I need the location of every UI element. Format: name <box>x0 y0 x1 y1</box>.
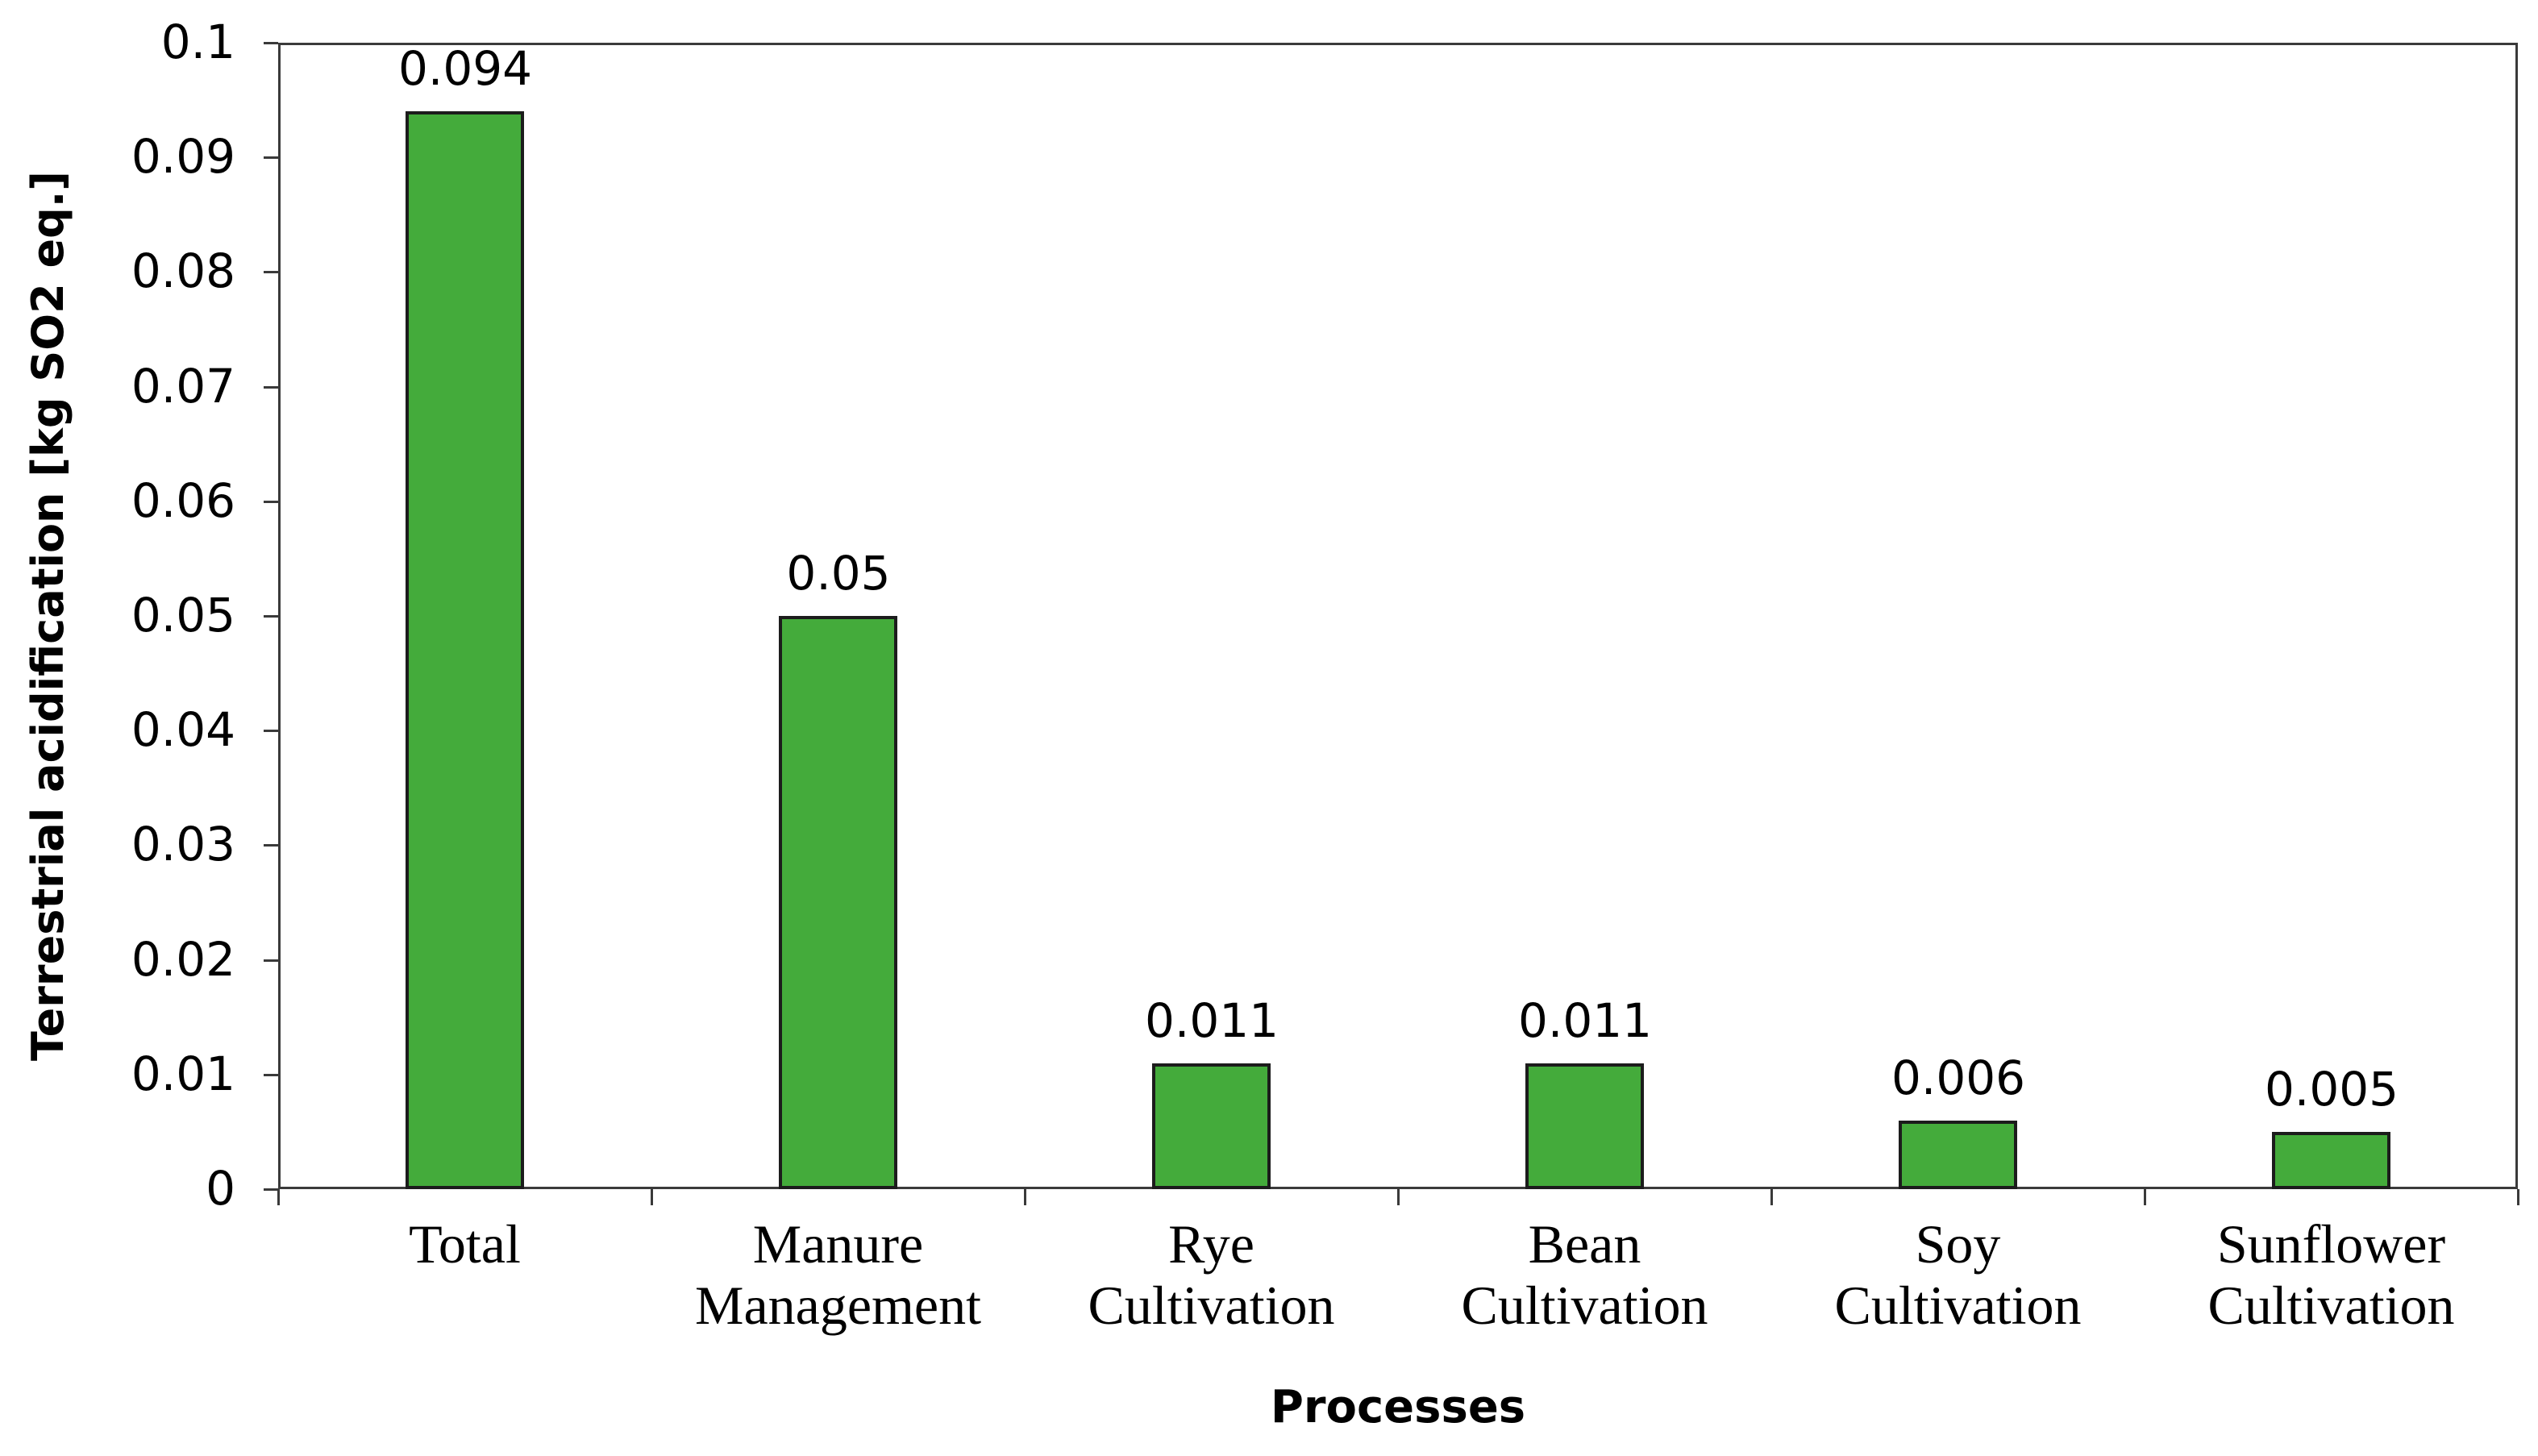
bar-value-label: 0.05 <box>786 546 891 601</box>
bar-value-label: 0.005 <box>2264 1062 2399 1117</box>
y-tick-label: 0.05 <box>131 587 235 643</box>
x-tick <box>651 1189 653 1205</box>
x-tick <box>1770 1189 1773 1205</box>
y-tick-label: 0.07 <box>131 358 235 414</box>
x-tick <box>2144 1189 2146 1205</box>
y-tick-label: 0.02 <box>131 931 235 987</box>
y-tick <box>264 156 278 159</box>
x-category-label-line: Cultivation <box>2207 1275 2455 1336</box>
x-category-label-line: Total <box>409 1213 521 1275</box>
bar-value-label: 0.094 <box>397 41 533 96</box>
x-category-label-line: Manure <box>752 1213 924 1275</box>
y-tick-label: 0.09 <box>131 128 235 184</box>
bar-value-label: 0.011 <box>1517 993 1653 1048</box>
x-tick <box>2517 1189 2519 1205</box>
x-category-label: Manure Management <box>651 1213 1025 1336</box>
bar <box>1152 1063 1271 1189</box>
y-tick <box>264 1188 278 1191</box>
x-tick <box>1397 1189 1400 1205</box>
y-tick <box>264 1074 278 1076</box>
x-category-label: Total <box>278 1213 651 1275</box>
y-tick <box>264 730 278 732</box>
bar <box>2272 1132 2390 1189</box>
y-tick-label: 0.04 <box>131 701 235 757</box>
y-tick-label: 0.1 <box>160 14 235 69</box>
y-tick-label: 0.03 <box>131 816 235 872</box>
bar-value-label: 0.011 <box>1144 993 1279 1048</box>
bar <box>779 616 897 1189</box>
x-category-label-line: Cultivation <box>1088 1275 1335 1336</box>
y-tick <box>264 271 278 273</box>
x-category-label-line: Sunflower <box>2216 1213 2446 1275</box>
x-category-label-line: Rye <box>1168 1213 1254 1275</box>
y-tick-label: 0.06 <box>131 472 235 528</box>
y-tick <box>264 844 278 847</box>
y-tick <box>264 615 278 618</box>
bar <box>1525 1063 1644 1189</box>
y-tick <box>264 959 278 962</box>
x-category-label-line: Cultivation <box>1834 1275 2082 1336</box>
bar-value-label: 0.006 <box>1891 1050 2026 1105</box>
bar <box>406 111 524 1189</box>
x-category-label-line: Soy <box>1915 1213 2001 1275</box>
y-tick-label: 0.01 <box>131 1046 235 1101</box>
y-tick <box>264 42 278 44</box>
x-tick <box>277 1189 280 1205</box>
plot-area: 0.094 0.05 0.011 0.011 0.006 0.005 <box>278 43 2518 1189</box>
x-tick <box>1024 1189 1026 1205</box>
x-category-label-line: Bean <box>1528 1213 1641 1275</box>
x-category-label: Soy Cultivation <box>1771 1213 2145 1336</box>
plot-frame <box>278 43 2518 1189</box>
bar <box>1899 1121 2017 1189</box>
y-axis-title: Terrestrial acidification [kg SO2 eq.] <box>23 171 73 1061</box>
x-category-label: Bean Cultivation <box>1398 1213 1771 1336</box>
x-category-label: Sunflower Cultivation <box>2145 1213 2518 1336</box>
x-category-label-line: Cultivation <box>1461 1275 1708 1336</box>
y-tick-label: 0 <box>206 1160 235 1216</box>
x-axis-title: Processes <box>1270 1381 1526 1433</box>
y-tick <box>264 386 278 389</box>
x-category-label-line: Management <box>695 1275 981 1336</box>
y-tick <box>264 501 278 503</box>
y-tick-label: 0.08 <box>131 243 235 298</box>
x-category-label: Rye Cultivation <box>1025 1213 1398 1336</box>
